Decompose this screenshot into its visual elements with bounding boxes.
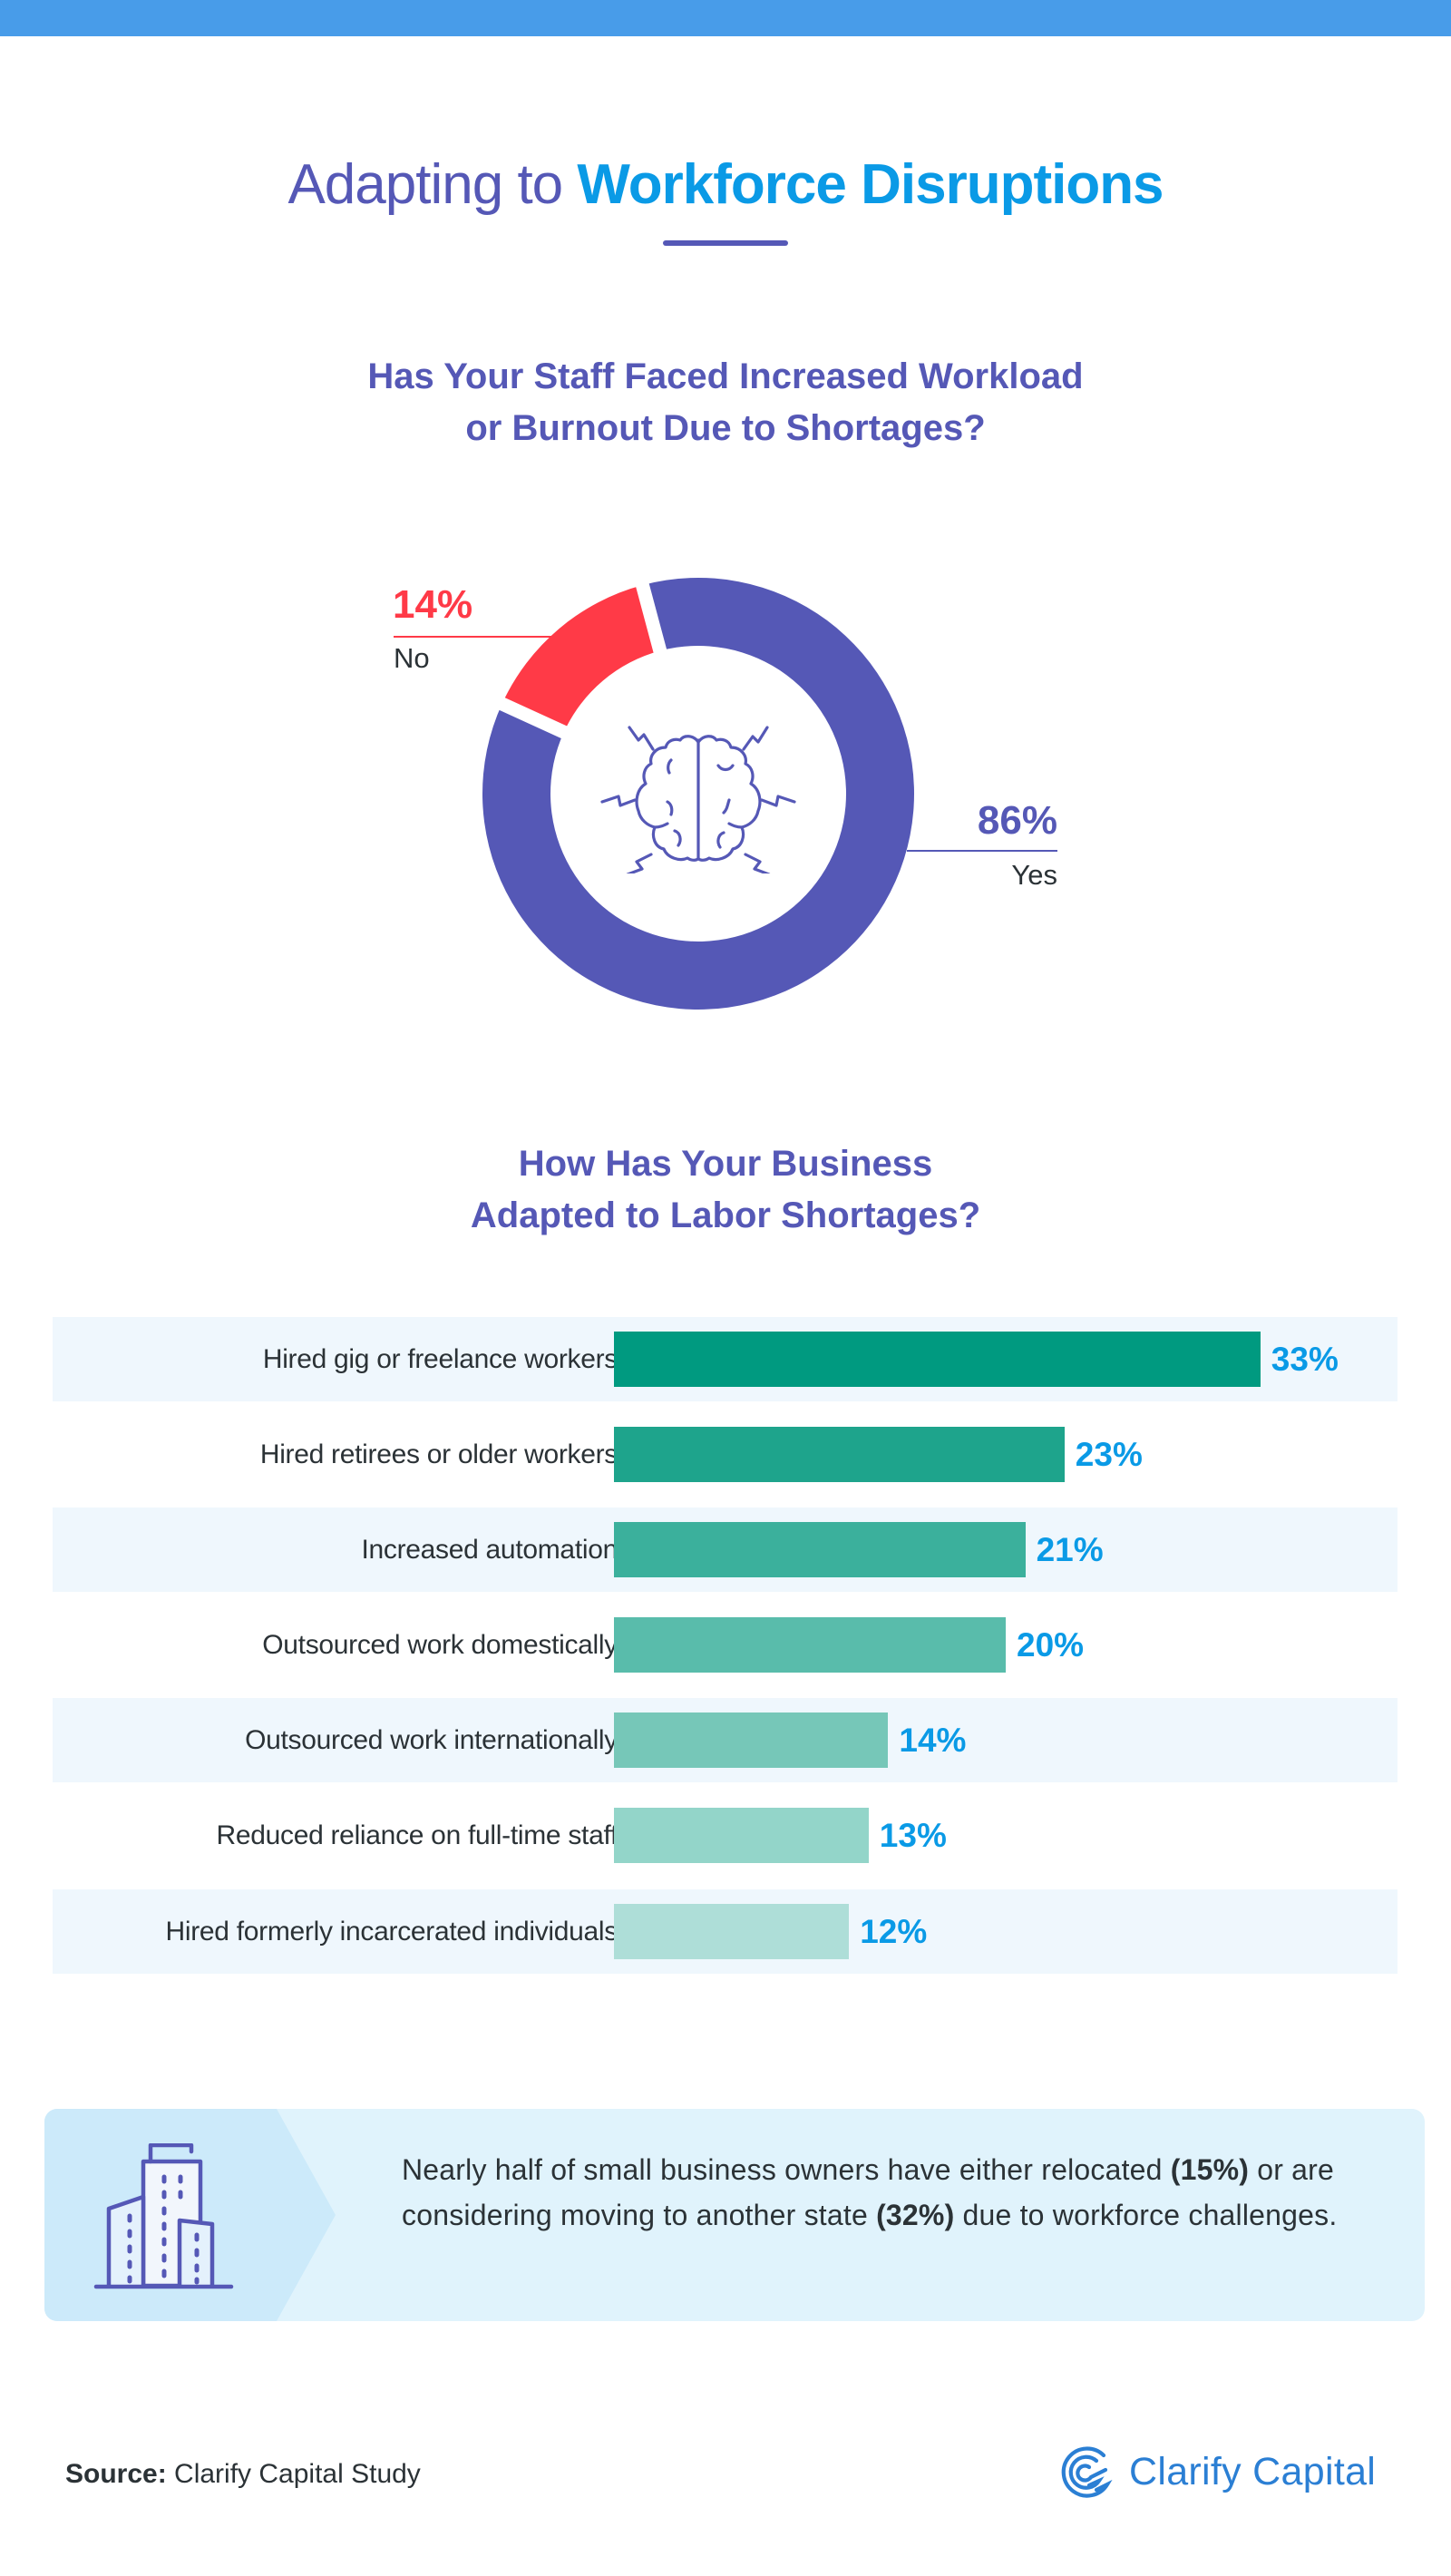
brain-icon (600, 726, 796, 873)
bar-label: Hired gig or freelance workers (262, 1344, 618, 1374)
no-label: No (394, 642, 430, 674)
clarify-capital-logo[interactable]: Clarify Capital (1057, 2442, 1376, 2502)
no-leader-line (394, 636, 557, 638)
source-label: Source: (65, 2459, 167, 2489)
bar-value: 14% (899, 1722, 967, 1760)
bar (614, 1808, 869, 1864)
callout-text-part3: due to workforce challenges. (954, 2199, 1338, 2231)
bar-row: Reduced reliance on full-time staff 13% (53, 1793, 1397, 1878)
bar-row: Hired formerly incarcerated individuals … (53, 1888, 1397, 1974)
bar-value: 12% (860, 1912, 928, 1950)
top-accent-bar (0, 0, 1451, 36)
bar-row: Hired gig or freelance workers 33% (53, 1317, 1397, 1401)
bar-label: Hired formerly incarcerated individuals (165, 1916, 618, 1947)
bar-question-line1: How Has Your Business (518, 1144, 933, 1184)
bar (614, 1332, 1261, 1387)
yes-percentage: 86% (977, 798, 1057, 843)
callout-text-part2: or are considering moving to another sta… (402, 2153, 1335, 2231)
bar-label: Outsourced work domestically (262, 1630, 618, 1661)
callout-bold-considering: (32%) (876, 2199, 955, 2231)
bar-chart: Hired gig or freelance workers 33% Hired… (53, 1317, 1397, 1985)
bar-question-title: How Has Your Business Adapted to Labor S… (0, 1138, 1451, 1242)
donut-gap (635, 580, 668, 657)
callout-text: Nearly half of small business owners hav… (402, 2147, 1381, 2238)
title-underline (663, 240, 788, 246)
donut-gap (495, 696, 570, 740)
source-note: Source: Clarify Capital Study (65, 2456, 421, 2493)
bar-label: Hired retirees or older workers (259, 1439, 618, 1470)
relocation-callout: Nearly half of small business owners hav… (44, 2109, 1425, 2321)
bar-label: Increased automation (361, 1535, 618, 1566)
bar-label: Outsourced work internationally (245, 1725, 618, 1756)
donut-question-line1: Has Your Staff Faced Increased Workload (367, 356, 1084, 396)
yes-label: Yes (1011, 859, 1057, 891)
clarify-capital-logo-icon (1061, 2446, 1113, 2498)
donut-segment (502, 585, 660, 733)
bar (614, 1903, 850, 1959)
bar-value: 21% (1036, 1531, 1104, 1569)
bar (614, 1617, 1006, 1673)
source-text: Clarify Capital Study (166, 2459, 421, 2489)
bar (614, 1522, 1026, 1578)
donut-question-title: Has Your Staff Faced Increased Workload … (0, 351, 1451, 454)
callout-bold-relocated: (15%) (1170, 2153, 1250, 2186)
bar-row: Outsourced work domestically 20% (53, 1603, 1397, 1687)
logo-text: Clarify Capital (1129, 2449, 1377, 2493)
bar-row: Hired retirees or older workers 23% (53, 1412, 1397, 1497)
page-title-part1: Adapting to (287, 153, 578, 216)
bar-value: 13% (879, 1817, 947, 1855)
bar-label: Reduced reliance on full-time staff (216, 1820, 618, 1851)
page-title: Adapting to Workforce Disruptions (0, 151, 1451, 220)
bar-value: 23% (1075, 1436, 1143, 1474)
donut-svg (482, 578, 914, 1010)
callout-text-part1: Nearly half of small business owners hav… (402, 2153, 1171, 2186)
bar-row: Outsourced work internationally 14% (53, 1698, 1397, 1783)
donut-segment (482, 578, 914, 1010)
bar-value: 33% (1271, 1341, 1339, 1378)
yes-leader-line (907, 850, 1057, 852)
donut-question-line2: or Burnout Due to Shortages? (465, 408, 986, 448)
page-title-part2: Workforce Disruptions (577, 153, 1164, 216)
no-percentage: 14% (393, 582, 473, 627)
bar (614, 1712, 889, 1769)
building-icon (93, 2143, 234, 2289)
bar (614, 1427, 1065, 1483)
bar-value: 20% (1017, 1626, 1085, 1664)
bar-question-line2: Adapted to Labor Shortages? (470, 1195, 981, 1235)
bar-row: Increased automation 21% (53, 1508, 1397, 1593)
donut-chart (481, 576, 916, 1011)
